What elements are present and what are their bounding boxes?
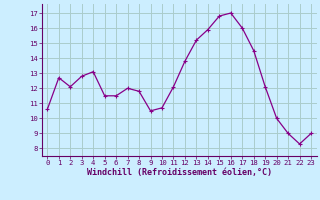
X-axis label: Windchill (Refroidissement éolien,°C): Windchill (Refroidissement éolien,°C) [87,168,272,177]
